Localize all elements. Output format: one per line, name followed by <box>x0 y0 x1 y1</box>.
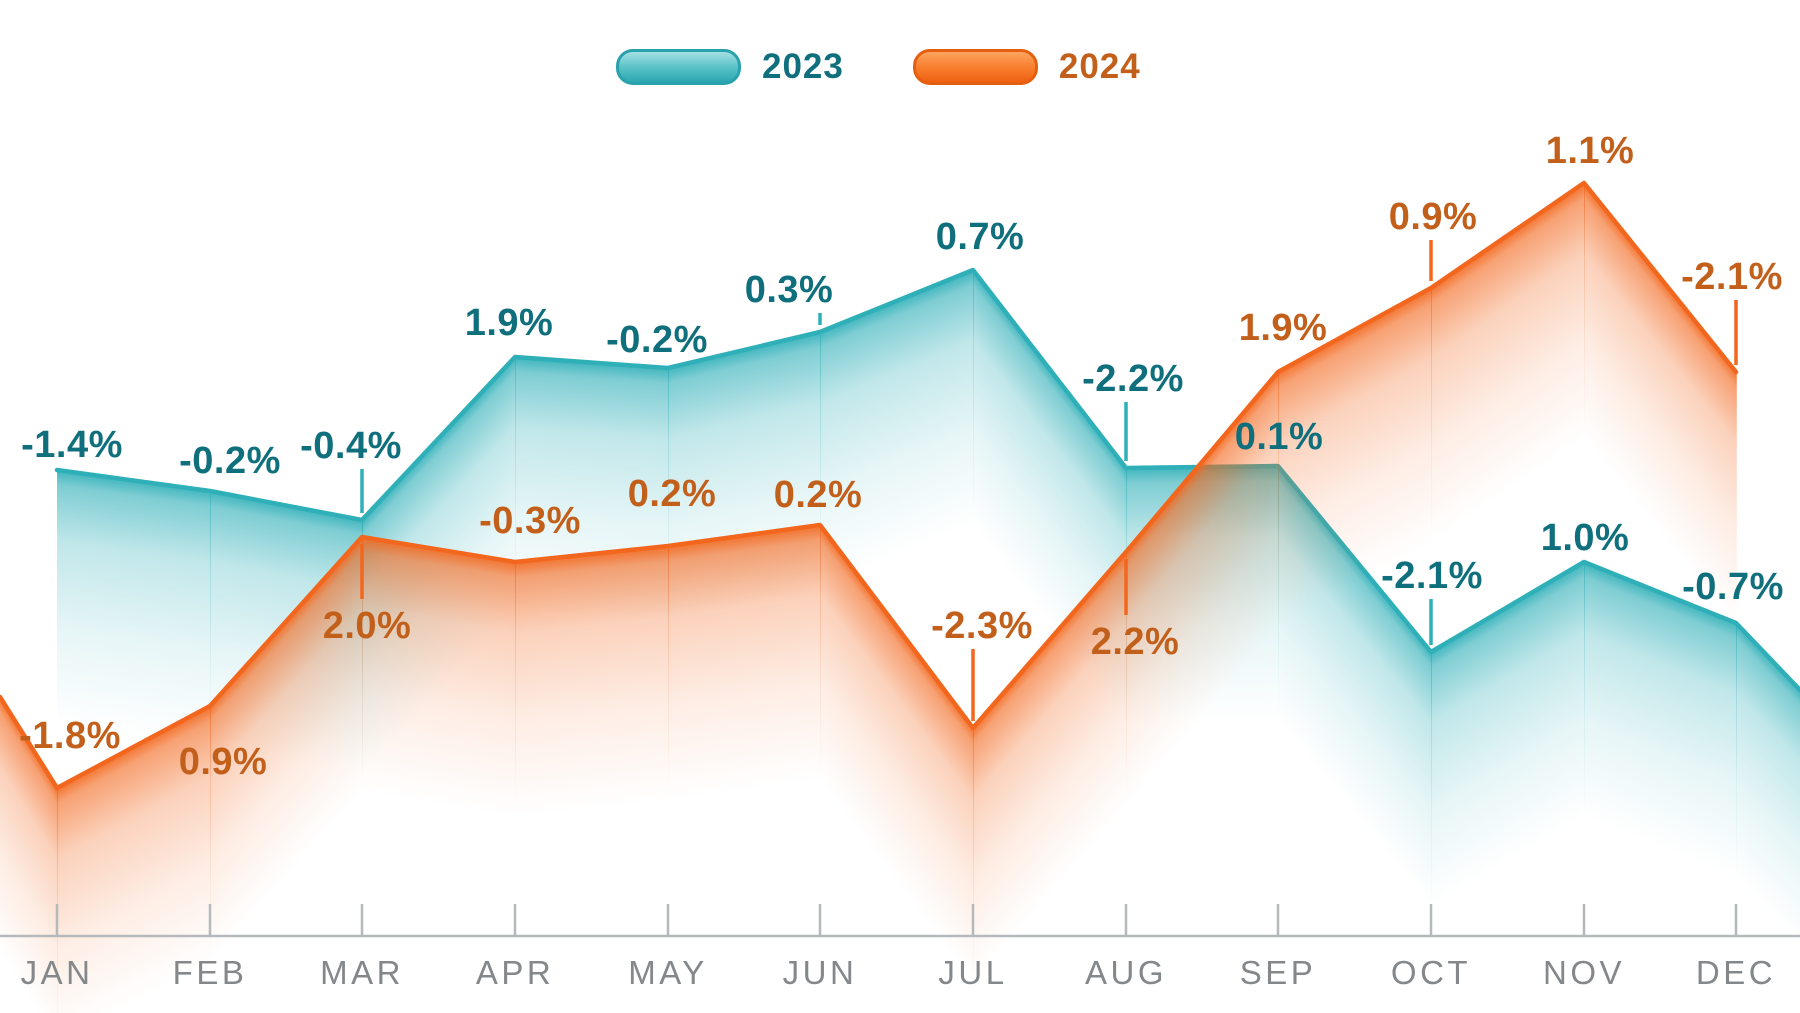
data-label-2023-mar: -0.4% <box>300 425 402 467</box>
area-gradient-segment <box>1431 182 1585 543</box>
month-label-dec: DEC <box>1696 954 1776 991</box>
data-label-2023-jul: 0.7% <box>936 216 1025 258</box>
area-gradient-segment <box>1126 371 1279 807</box>
area-gradient-segment <box>57 470 211 747</box>
data-label-2023-oct: -2.1% <box>1381 555 1483 597</box>
series-line-2024 <box>0 180 1739 791</box>
data-label-2023-jan: -1.4% <box>21 424 123 466</box>
month-label-apr: APR <box>476 954 554 991</box>
area-gradient-segment <box>973 551 1127 983</box>
month-label-oct: OCT <box>1391 954 1471 991</box>
data-label-2024-mar: 2.0% <box>323 605 412 647</box>
data-label-2023-may: -0.2% <box>606 319 708 361</box>
data-label-2023-sep: 0.1% <box>1235 416 1324 458</box>
legend-label-2023: 2023 <box>762 47 844 86</box>
data-label-2023-dec: -0.7% <box>1682 566 1784 608</box>
legend-swatch-2024 <box>912 49 1038 85</box>
area-gradient-segment <box>57 705 211 1013</box>
month-label-sep: SEP <box>1240 954 1317 991</box>
month-label-aug: AUG <box>1085 954 1167 991</box>
month-label-jul: JUL <box>938 954 1007 991</box>
area-gradient-segment <box>820 269 974 587</box>
area-gradient-segment <box>1584 183 1737 628</box>
data-label-2024-aug: 2.2% <box>1091 621 1180 663</box>
data-label-2024-feb: 0.9% <box>179 741 268 783</box>
data-label-2024-jun: 0.2% <box>774 474 863 516</box>
area-gradient-segment <box>1736 623 1800 946</box>
month-label-may: MAY <box>628 954 708 991</box>
month-label-mar: MAR <box>320 954 404 991</box>
area-gradient-segment <box>1584 562 1737 879</box>
data-label-2024-jul: -2.3% <box>931 605 1033 647</box>
area-gradient-segment <box>210 536 363 961</box>
data-label-2024-dec: -2.1% <box>1681 256 1783 298</box>
data-label-2024-apr: -0.3% <box>479 500 581 542</box>
area-gradient-segment <box>668 524 821 801</box>
data-label-2024-sep: 1.9% <box>1239 307 1328 349</box>
area-gradient-segment <box>1431 561 1585 907</box>
legend-label-2024: 2024 <box>1058 47 1141 86</box>
data-label-2023-nov: 1.0% <box>1541 517 1630 559</box>
data-label-2024-nov: 1.1% <box>1546 130 1635 172</box>
data-label-2023-apr: 1.9% <box>465 302 554 344</box>
legend: 2023 2024 <box>616 47 1141 87</box>
data-label-2024-oct: 0.9% <box>1389 196 1478 238</box>
area-gradient-segment <box>515 545 669 817</box>
area-gradient-segment <box>1278 287 1432 627</box>
data-label-2023-aug: -2.2% <box>1082 358 1184 400</box>
series-area-2024 <box>0 182 1737 1013</box>
data-label-2023-feb: -0.2% <box>179 440 281 482</box>
area-gradient-segment <box>362 537 516 818</box>
legend-swatch-2023 <box>616 49 741 85</box>
month-label-feb: FEB <box>173 954 248 991</box>
month-label-jan: JAN <box>21 954 94 991</box>
data-label-2024-may: 0.2% <box>628 473 717 515</box>
area-gradient-segment <box>0 697 58 1013</box>
data-label-2024-jan: -1.8% <box>19 715 121 757</box>
month-label-jun: JUN <box>783 954 858 991</box>
series-line-2023 <box>54 267 1800 693</box>
data-label-2023-jun: 0.3% <box>745 269 834 311</box>
area-gradient-segment <box>820 525 974 985</box>
month-label-nov: NOV <box>1543 954 1625 991</box>
